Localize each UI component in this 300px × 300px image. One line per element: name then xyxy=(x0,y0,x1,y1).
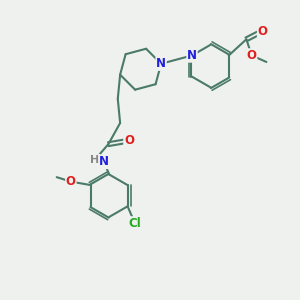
Text: O: O xyxy=(247,49,257,62)
Text: Cl: Cl xyxy=(129,217,141,230)
Text: O: O xyxy=(258,25,268,38)
Text: O: O xyxy=(66,175,76,188)
Text: O: O xyxy=(124,134,134,147)
Text: N: N xyxy=(156,57,166,70)
Text: H: H xyxy=(91,154,100,164)
Text: N: N xyxy=(99,155,109,168)
Text: N: N xyxy=(187,49,197,62)
